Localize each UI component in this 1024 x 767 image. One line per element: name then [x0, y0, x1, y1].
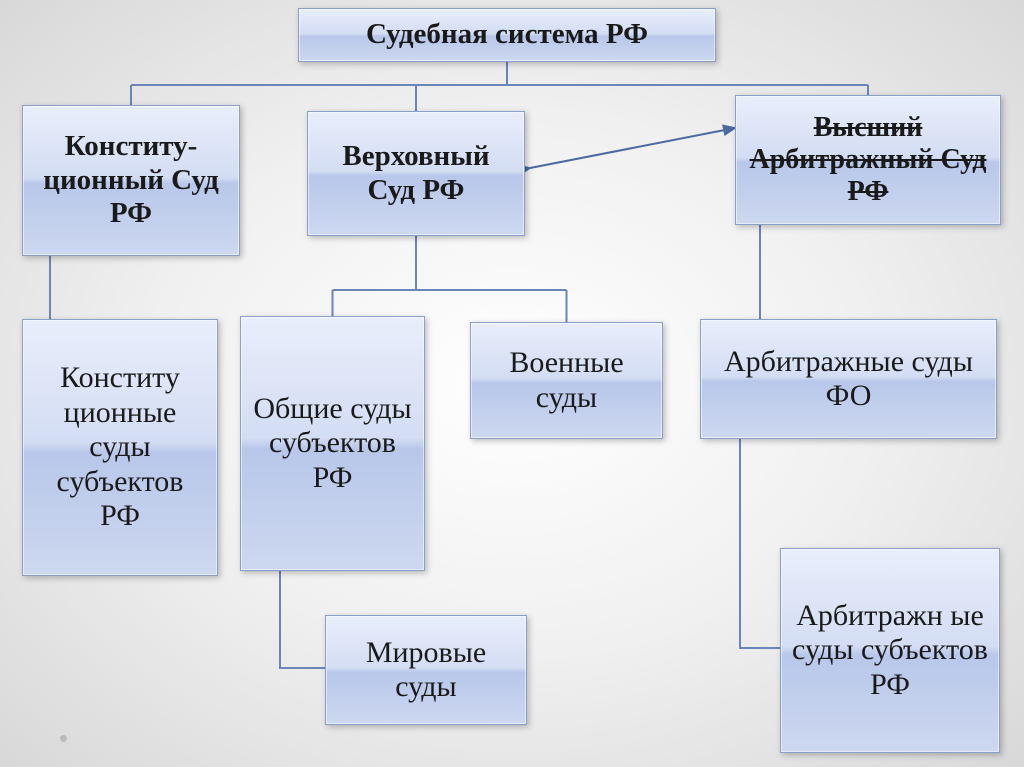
node-constsub: Конститу ционные суды субъектов РФ — [22, 319, 218, 576]
node-world: Мировые суды — [325, 615, 527, 725]
node-const: Конститу-ционный Суд РФ — [22, 105, 240, 256]
node-arbfo-label: Арбитражные суды ФО — [711, 345, 986, 414]
node-root-label: Судебная система РФ — [366, 18, 648, 51]
node-supr-label: Верховный Суд РФ — [318, 140, 514, 207]
node-const-label: Конститу-ционный Суд РФ — [33, 130, 229, 230]
node-root: Судебная система РФ — [298, 8, 716, 62]
node-general-label: Общие суды субъектов РФ — [251, 392, 414, 496]
node-arbsub-label: Арбитражн ые суды субъектов РФ — [791, 599, 989, 703]
node-mil: Военные суды — [470, 322, 663, 439]
node-constsub-label: Конститу ционные суды субъектов РФ — [33, 361, 207, 534]
node-mil-label: Военные суды — [481, 346, 652, 415]
node-general: Общие суды субъектов РФ — [240, 316, 425, 571]
node-arbsub: Арбитражн ые суды субъектов РФ — [780, 548, 1000, 753]
node-arbfo: Арбитражные суды ФО — [700, 319, 997, 439]
node-world-label: Мировые суды — [336, 636, 516, 705]
node-supr: Верховный Суд РФ — [307, 111, 525, 236]
bullet-dot — [60, 735, 67, 742]
node-arb: Высший Арбитражный Суд РФ — [735, 95, 1001, 225]
node-arb-label: Высший Арбитражный Суд РФ — [746, 112, 990, 209]
